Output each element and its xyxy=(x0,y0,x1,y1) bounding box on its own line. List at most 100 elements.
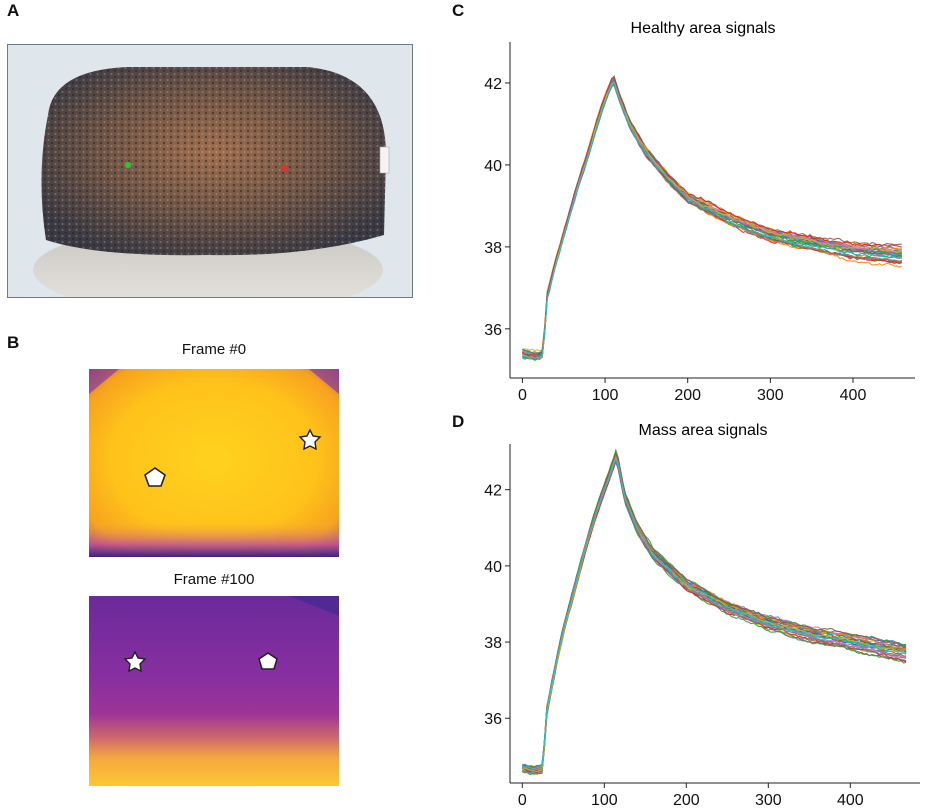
signal-series-line xyxy=(522,452,907,768)
marker-green-dot xyxy=(124,161,132,169)
x-tick-label: 100 xyxy=(592,387,619,404)
signal-series-line xyxy=(522,82,903,360)
signal-series-line xyxy=(522,83,902,361)
signal-series-line xyxy=(522,80,902,357)
signal-series-line xyxy=(522,79,903,355)
x-tick-label: 400 xyxy=(837,792,864,809)
signal-series-line xyxy=(522,450,907,770)
signal-series-line xyxy=(522,451,907,771)
signal-series-line xyxy=(522,448,907,768)
signal-series-line xyxy=(521,456,907,769)
signal-series-line xyxy=(522,458,907,773)
signal-series-line xyxy=(521,457,907,771)
signal-series-line xyxy=(522,460,907,774)
signal-series-line xyxy=(521,450,907,768)
signal-series-line xyxy=(522,81,903,361)
x-tick-label: 200 xyxy=(674,387,701,404)
signal-series-line xyxy=(522,457,907,770)
signal-series-line xyxy=(522,81,902,360)
signal-series-line xyxy=(522,81,902,360)
signal-series-line xyxy=(522,81,902,358)
signal-series-line xyxy=(522,459,907,776)
signal-series-line xyxy=(522,457,907,769)
signal-series-line xyxy=(522,456,907,773)
chart-title: Mass area signals xyxy=(639,422,768,439)
signal-series-line xyxy=(522,453,907,771)
signal-series-line xyxy=(522,454,907,770)
plot-area: 0 100 200 300 400 36 38 40 42 xyxy=(484,444,920,809)
signal-series-line xyxy=(522,83,902,358)
thermal-frame-0 xyxy=(89,369,339,557)
signal-series-line xyxy=(521,453,907,771)
signal-series-line xyxy=(522,78,902,356)
signal-series-line xyxy=(522,81,902,359)
y-tick-label: 38 xyxy=(484,635,502,652)
signal-series-line xyxy=(522,457,907,772)
marker-red-dot xyxy=(281,164,289,172)
signal-series-line xyxy=(522,460,907,775)
sample-tag xyxy=(379,146,390,174)
signal-series-line xyxy=(522,80,902,360)
chart-title: Healthy area signals xyxy=(631,20,776,37)
skin-texture xyxy=(41,67,387,256)
signal-series-line xyxy=(522,459,907,773)
signal-series-line xyxy=(522,456,907,773)
x-tick-label: 400 xyxy=(840,387,867,404)
pentagon-marker-icon xyxy=(144,467,166,487)
signal-series-line xyxy=(522,458,907,775)
x-tick-label: 300 xyxy=(757,387,784,404)
mass-signals-chart: Mass area signals 0 100 200 300 400 36 38 40 42 xyxy=(484,422,920,809)
panel-letter-a: A xyxy=(7,1,20,20)
signal-series-line xyxy=(522,81,903,358)
plot-area: 0 100 200 300 400 36 38 40 42 xyxy=(484,42,915,404)
thermal-frame-0-drawing xyxy=(89,369,339,557)
star-marker-icon xyxy=(298,428,322,451)
signal-series-line xyxy=(521,455,907,774)
pentagon-marker-icon xyxy=(258,652,278,670)
signal-series-line xyxy=(522,82,902,360)
specimen-photo xyxy=(7,44,413,298)
x-tick-label: 200 xyxy=(673,792,700,809)
star-marker-icon xyxy=(123,650,147,673)
y-tick-label: 42 xyxy=(484,483,502,500)
signal-series-line xyxy=(522,82,902,359)
signal-series-line xyxy=(522,456,907,772)
frame100-title: Frame #100 xyxy=(173,571,255,588)
signal-series-line xyxy=(522,80,902,355)
signal-series-line xyxy=(522,82,903,358)
signal-series-line xyxy=(522,81,902,360)
signal-series-line xyxy=(522,452,907,771)
x-tick-label: 100 xyxy=(591,792,618,809)
signal-series-line xyxy=(522,78,903,359)
signal-series-line xyxy=(522,82,902,359)
signal-series-line xyxy=(522,77,902,357)
signal-series-line xyxy=(522,84,902,360)
y-tick-label: 40 xyxy=(484,158,502,175)
x-tick-label: 0 xyxy=(518,792,527,809)
y-tick-label: 38 xyxy=(484,240,502,257)
panel-letter-b: B xyxy=(7,333,20,352)
specimen-photo-drawing xyxy=(8,45,412,297)
signal-series-line xyxy=(522,456,907,770)
panel-letter-c: C xyxy=(452,1,465,20)
signal-series-line xyxy=(522,456,907,772)
thermal-frame-100 xyxy=(89,596,339,786)
signal-series-line xyxy=(522,78,902,356)
y-tick-label: 42 xyxy=(484,76,502,93)
signal-series-line xyxy=(522,83,903,358)
x-tick-label: 300 xyxy=(755,792,782,809)
y-tick-label: 36 xyxy=(484,322,502,339)
signal-series-line xyxy=(522,78,902,358)
healthy-signals-chart: Healthy area signals 0 100 200 300 400 36 38 40… xyxy=(484,20,915,404)
thermal-frame-100-drawing xyxy=(89,596,339,786)
signal-series-line xyxy=(522,454,907,771)
x-tick-label: 0 xyxy=(518,387,527,404)
signal-series-line xyxy=(522,456,907,770)
signal-series-line xyxy=(522,77,902,356)
signal-series-line xyxy=(522,459,907,776)
signal-series-line xyxy=(522,451,907,770)
panel-letter-d: D xyxy=(452,412,465,431)
y-tick-label: 40 xyxy=(484,559,502,576)
y-tick-label: 36 xyxy=(484,711,502,728)
frame0-title: Frame #0 xyxy=(181,341,247,358)
